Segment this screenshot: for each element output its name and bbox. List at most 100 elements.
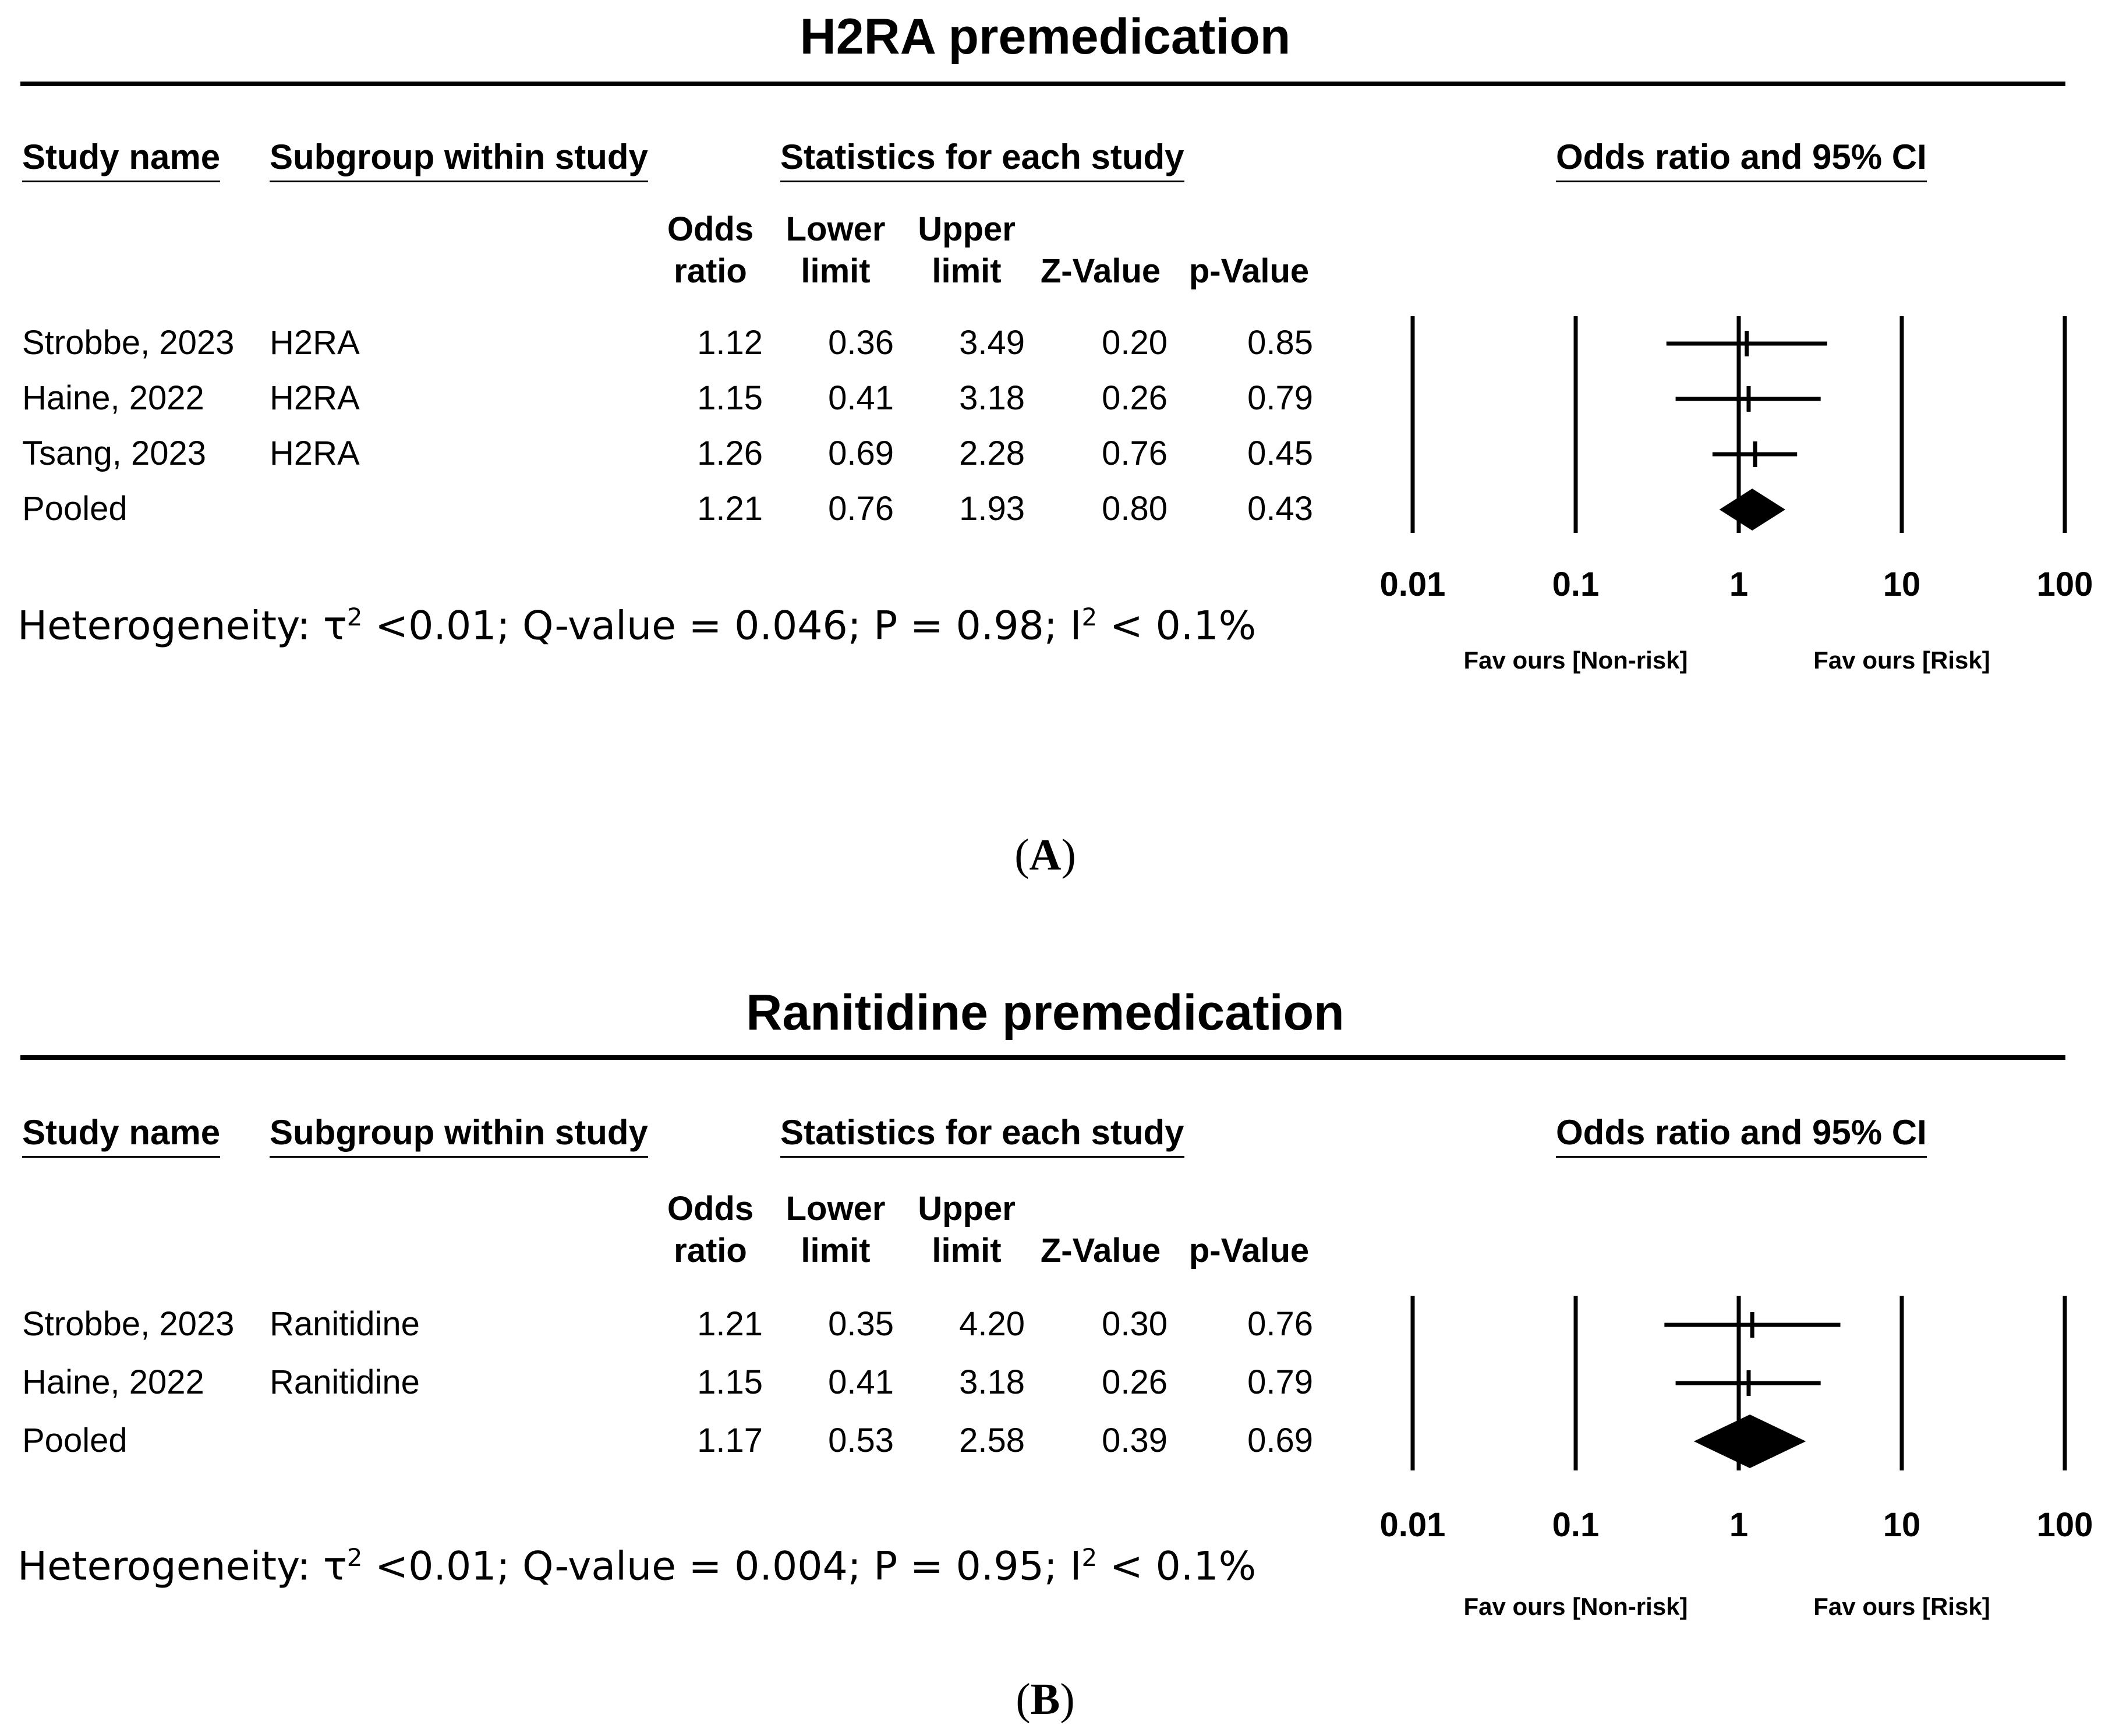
axis-tick-label: 0.01 xyxy=(1379,1506,1446,1544)
header-plot: Odds ratio and 95% CI xyxy=(1556,1112,1927,1158)
study-name: Pooled xyxy=(22,1422,128,1459)
header-subgroup: Subgroup within study xyxy=(270,137,648,182)
header-study-name: Study name xyxy=(22,1112,221,1158)
favours-right-label: Fav ours [Risk] xyxy=(1813,646,1990,674)
p-value: 0.79 xyxy=(1247,1363,1313,1401)
lower-limit-value: 0.53 xyxy=(828,1422,894,1459)
header-plot: Odds ratio and 95% CI xyxy=(1556,137,1927,182)
odds-ratio-value: 1.21 xyxy=(697,490,763,528)
subgroup: H2RA xyxy=(270,434,360,472)
col-lower-limit: Lower limit xyxy=(774,1188,897,1272)
col-lower-line1: Lower xyxy=(786,1190,886,1228)
odds-ratio-value: 1.15 xyxy=(697,1363,763,1401)
odds-ratio-value: 1.12 xyxy=(697,324,763,362)
panel-b-title: Ranitidine premedication xyxy=(746,985,1345,1041)
col-odds-ratio: Odds ratio xyxy=(652,208,769,292)
het-middle: <0.01; Q-value = 0.046; P = 0.98; I xyxy=(362,603,1082,649)
study-name: Strobbe, 2023 xyxy=(22,324,235,362)
pooled-diamond xyxy=(1719,489,1785,531)
het-prefix: Heterogeneity: τ xyxy=(17,603,347,649)
col-upper-line1: Upper xyxy=(918,1190,1016,1228)
favours-left-label: Fav ours [Non-risk] xyxy=(1463,646,1688,674)
col-upper-line2: limit xyxy=(932,252,1002,290)
odds-ratio-value: 1.15 xyxy=(697,379,763,417)
axis-tick-label: 100 xyxy=(2036,565,2093,603)
col-lower-line1: Lower xyxy=(786,210,886,248)
col-p-value: p-Value xyxy=(1188,252,1310,290)
subgroup: H2RA xyxy=(270,379,360,417)
col-lower-line2: limit xyxy=(801,252,871,290)
z-value: 0.26 xyxy=(1102,379,1168,417)
study-name: Haine, 2022 xyxy=(22,1363,204,1401)
col-upper-limit: Upper limit xyxy=(905,208,1028,292)
col-odds-ratio-line1: Odds xyxy=(667,210,754,248)
heterogeneity-text: Heterogeneity: τ2 <0.01; Q-value = 0.046… xyxy=(17,603,1256,649)
het-suffix: < 0.1% xyxy=(1097,1543,1257,1590)
col-odds-ratio-line2: ratio xyxy=(674,1232,747,1270)
axis-tick-label: 0.1 xyxy=(1552,1506,1600,1544)
lower-limit-value: 0.41 xyxy=(828,1363,894,1401)
panel-a-label: (A) xyxy=(1014,830,1076,879)
upper-limit-value: 2.58 xyxy=(959,1422,1025,1459)
axis-tick-label: 1 xyxy=(1729,565,1749,603)
header-study-name: Study name xyxy=(22,137,221,182)
favours-left-label: Fav ours [Non-risk] xyxy=(1463,1593,1688,1620)
z-value: 0.80 xyxy=(1102,490,1168,528)
p-value: 0.45 xyxy=(1247,434,1313,472)
upper-limit-value: 4.20 xyxy=(959,1305,1025,1343)
odds-ratio-value: 1.21 xyxy=(697,1305,763,1343)
lower-limit-value: 0.76 xyxy=(828,490,894,528)
upper-limit-value: 3.18 xyxy=(959,379,1025,417)
z-value: 0.20 xyxy=(1102,324,1168,362)
panel-a-title: H2RA premedication xyxy=(799,9,1291,65)
col-upper-line1: Upper xyxy=(918,210,1016,248)
panel-b-top-rule xyxy=(20,1055,2065,1060)
col-lower-line2: limit xyxy=(801,1232,871,1270)
panel-b-letter: B xyxy=(1030,1675,1060,1724)
study-name: Strobbe, 2023 xyxy=(22,1305,235,1343)
pooled-diamond xyxy=(1693,1415,1806,1468)
col-lower-limit: Lower limit xyxy=(774,208,897,292)
z-value: 0.30 xyxy=(1102,1305,1168,1343)
odds-ratio-value: 1.17 xyxy=(697,1422,763,1459)
z-value: 0.26 xyxy=(1102,1363,1168,1401)
het-sup-i: 2 xyxy=(1081,1543,1098,1572)
z-value: 0.76 xyxy=(1102,434,1168,472)
het-prefix: Heterogeneity: τ xyxy=(17,1543,347,1590)
p-value: 0.79 xyxy=(1247,379,1313,417)
heterogeneity-text: Heterogeneity: τ 2 <0.01; Q-value = 0.004… xyxy=(17,1543,1256,1590)
upper-limit-value: 2.28 xyxy=(959,434,1025,472)
header-subgroup: Subgroup within study xyxy=(270,1112,648,1158)
het-middle: <0.01; Q-value = 0.004; P = 0.95; I xyxy=(362,1543,1082,1590)
upper-limit-value: 3.49 xyxy=(959,324,1025,362)
subgroup: Ranitidine xyxy=(270,1363,420,1401)
het-sup-i: 2 xyxy=(1081,603,1098,631)
panel-a-letter: A xyxy=(1029,830,1062,879)
axis-tick-label: 10 xyxy=(1883,1506,1921,1544)
upper-limit-value: 3.18 xyxy=(959,1363,1025,1401)
p-value: 0.69 xyxy=(1247,1422,1313,1459)
col-odds-ratio-line1: Odds xyxy=(667,1190,754,1228)
forest-plot-a xyxy=(1410,316,2067,533)
lower-limit-value: 0.35 xyxy=(828,1305,894,1343)
col-upper-line2: limit xyxy=(932,1232,1002,1270)
study-name: Tsang, 2023 xyxy=(22,434,207,472)
col-odds-ratio: Odds ratio xyxy=(652,1188,769,1272)
panel-a-top-rule xyxy=(20,82,2065,86)
study-name: Pooled xyxy=(22,490,128,528)
study-name: Haine, 2022 xyxy=(22,379,204,417)
p-value: 0.85 xyxy=(1247,324,1313,362)
col-p-value: p-Value xyxy=(1188,1232,1310,1270)
axis-tick-label: 0.01 xyxy=(1379,565,1446,603)
upper-limit-value: 1.93 xyxy=(959,490,1025,528)
het-sup-tau: 2 xyxy=(346,603,363,631)
axis-tick-label: 100 xyxy=(2036,1506,2093,1544)
axis-tick-label: 1 xyxy=(1729,1506,1749,1544)
lower-limit-value: 0.36 xyxy=(828,324,894,362)
odds-ratio-value: 1.26 xyxy=(697,434,763,472)
axis-tick-label: 0.1 xyxy=(1552,565,1600,603)
het-suffix: < 0.1% xyxy=(1097,603,1257,649)
header-statistics: Statistics for each study xyxy=(780,1112,1184,1158)
subgroup: Ranitidine xyxy=(270,1305,420,1343)
